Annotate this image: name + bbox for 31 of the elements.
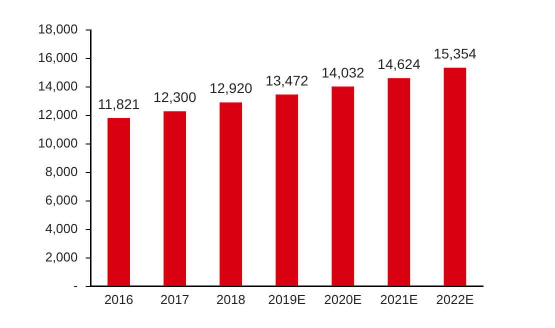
x-tick-label: 2019E: [268, 292, 306, 307]
bar: [220, 102, 242, 286]
data-label: 11,821: [98, 96, 140, 112]
data-label: 14,624: [378, 56, 421, 72]
bar: [444, 68, 466, 286]
y-tick-label: 16,000: [38, 50, 78, 66]
bar: [332, 86, 354, 286]
data-label: 13,472: [265, 72, 308, 88]
x-tick-label: 2020E: [324, 292, 362, 307]
bar: [388, 78, 410, 286]
y-tick-label: 6,000: [45, 192, 78, 208]
x-tick-label: 2017: [160, 292, 190, 307]
bar: [164, 111, 186, 286]
y-tick-label: 2,000: [45, 249, 78, 264]
y-tick-label: 4,000: [45, 221, 78, 236]
data-label: 15,354: [434, 46, 477, 62]
x-tick-label: 2022E: [436, 292, 474, 307]
y-tick-label: 12,000: [38, 107, 78, 122]
x-tick-label: 2018: [216, 292, 246, 307]
y-tick-label: 18,000: [38, 22, 78, 37]
data-label: 14,032: [322, 64, 365, 80]
data-label: 12,300: [153, 89, 196, 106]
x-tick-label: 2021E: [380, 292, 418, 307]
bar: [276, 94, 298, 286]
y-tick-label: 10,000: [38, 136, 78, 151]
y-tick-label: -: [73, 278, 78, 293]
y-tick-label: 8,000: [45, 164, 78, 180]
bar: [108, 118, 130, 286]
y-tick-label: 14,000: [38, 78, 78, 94]
x-tick-label: 2016: [104, 292, 134, 307]
data-label: 12,920: [209, 80, 252, 96]
